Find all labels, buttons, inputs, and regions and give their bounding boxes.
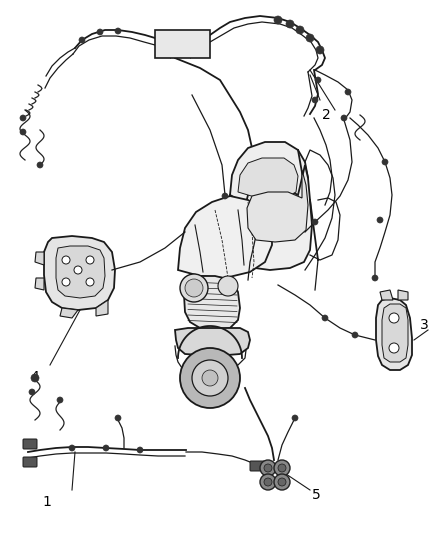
Polygon shape [175, 328, 250, 356]
Circle shape [180, 348, 240, 408]
Circle shape [382, 159, 388, 165]
Circle shape [260, 474, 276, 490]
Text: 1: 1 [42, 495, 51, 509]
Circle shape [31, 374, 39, 382]
Circle shape [372, 275, 378, 281]
FancyBboxPatch shape [155, 30, 210, 58]
Circle shape [115, 28, 121, 34]
Circle shape [86, 278, 94, 286]
Circle shape [296, 26, 304, 34]
Polygon shape [230, 142, 308, 208]
Polygon shape [398, 290, 408, 300]
Polygon shape [380, 290, 393, 300]
Circle shape [264, 464, 272, 472]
Circle shape [115, 415, 121, 421]
FancyBboxPatch shape [23, 439, 37, 449]
Circle shape [345, 89, 351, 95]
Polygon shape [242, 165, 312, 270]
Polygon shape [35, 252, 44, 265]
Circle shape [274, 460, 290, 476]
Circle shape [341, 115, 347, 121]
Polygon shape [56, 246, 105, 298]
Circle shape [274, 474, 290, 490]
Circle shape [352, 332, 358, 338]
Circle shape [278, 464, 286, 472]
Circle shape [137, 447, 143, 453]
Circle shape [264, 478, 272, 486]
Circle shape [62, 278, 70, 286]
Circle shape [29, 389, 35, 395]
Polygon shape [44, 236, 115, 310]
Circle shape [322, 315, 328, 321]
Circle shape [312, 97, 318, 103]
FancyBboxPatch shape [23, 457, 37, 467]
Polygon shape [376, 298, 412, 370]
Circle shape [57, 397, 63, 403]
Circle shape [180, 274, 208, 302]
Circle shape [20, 115, 26, 121]
Polygon shape [60, 308, 78, 318]
Polygon shape [178, 196, 272, 278]
Text: 2: 2 [322, 108, 331, 122]
Circle shape [286, 20, 294, 28]
Circle shape [278, 478, 286, 486]
Polygon shape [184, 276, 240, 330]
Circle shape [260, 460, 276, 476]
Text: 4: 4 [30, 370, 39, 384]
Circle shape [389, 343, 399, 353]
Circle shape [79, 37, 85, 43]
Circle shape [218, 276, 238, 296]
Text: 3: 3 [420, 318, 429, 332]
Circle shape [274, 16, 282, 24]
Circle shape [103, 445, 109, 451]
Circle shape [222, 193, 228, 199]
Circle shape [389, 313, 399, 323]
Circle shape [185, 279, 203, 297]
Circle shape [202, 370, 218, 386]
Circle shape [37, 162, 43, 168]
Polygon shape [382, 304, 408, 362]
Polygon shape [35, 278, 44, 290]
Circle shape [74, 266, 82, 274]
Polygon shape [247, 170, 308, 242]
Polygon shape [238, 158, 298, 198]
Circle shape [62, 256, 70, 264]
Polygon shape [96, 300, 108, 316]
Circle shape [377, 217, 383, 223]
Circle shape [306, 34, 314, 42]
FancyBboxPatch shape [250, 461, 266, 471]
Circle shape [192, 360, 228, 396]
Circle shape [86, 256, 94, 264]
Circle shape [20, 129, 26, 135]
Circle shape [316, 46, 324, 54]
Circle shape [315, 77, 321, 83]
Circle shape [69, 445, 75, 451]
Circle shape [97, 29, 103, 35]
Circle shape [312, 219, 318, 225]
Circle shape [292, 415, 298, 421]
Text: 5: 5 [312, 488, 321, 502]
